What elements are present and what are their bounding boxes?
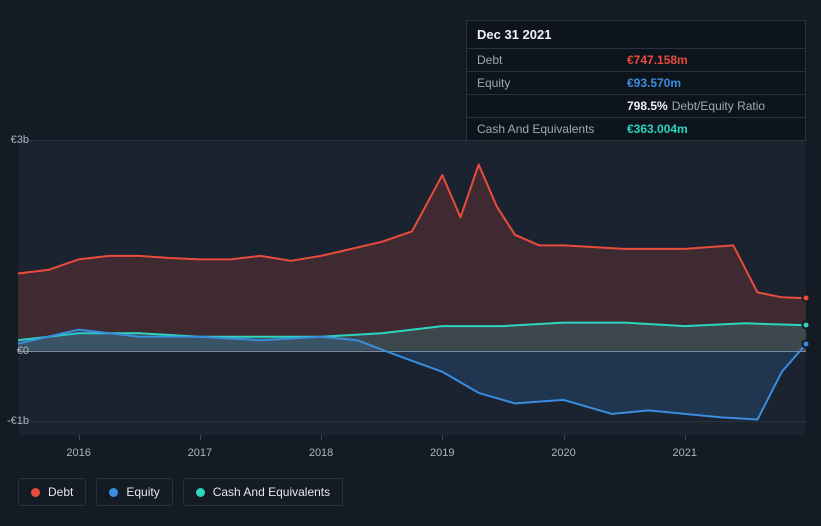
end-marker-cash xyxy=(802,321,811,330)
chart-tooltip: Dec 31 2021 Debt €747.158m Equity €93.57… xyxy=(466,20,806,141)
x-axis-label: 2017 xyxy=(188,447,212,459)
series-area-debt xyxy=(18,165,806,351)
legend-item-debt[interactable]: Debt xyxy=(18,478,86,506)
y-axis-label: €3b xyxy=(0,134,29,146)
end-marker-debt xyxy=(802,294,811,303)
x-axis-label: 2018 xyxy=(309,447,333,459)
legend-item-equity[interactable]: Equity xyxy=(96,478,172,506)
chart-legend: Debt Equity Cash And Equivalents xyxy=(18,478,343,506)
x-axis-tick xyxy=(200,435,201,440)
tooltip-ratio-label: Debt/Equity Ratio xyxy=(672,99,765,113)
tooltip-label: Debt xyxy=(477,53,627,67)
legend-label: Debt xyxy=(48,485,73,499)
tooltip-label: Cash And Equivalents xyxy=(477,122,627,136)
debt-equity-chart: €3b €0 -€1b 2016 2017 2018 2019 2020 2021 Dec 3… xyxy=(0,0,821,526)
chart-series xyxy=(18,140,806,435)
tooltip-row-equity: Equity €93.570m xyxy=(467,71,805,94)
x-axis-tick xyxy=(79,435,80,440)
tooltip-value: €93.570m xyxy=(627,76,681,90)
x-axis-tick xyxy=(442,435,443,440)
x-axis-label: 2016 xyxy=(66,447,90,459)
legend-label: Equity xyxy=(126,485,159,499)
legend-label: Cash And Equivalents xyxy=(213,485,330,499)
end-marker-equity xyxy=(802,340,811,349)
tooltip-ratio-value: 798.5% xyxy=(627,99,668,113)
x-axis-tick xyxy=(685,435,686,440)
tooltip-row-ratio: 798.5% Debt/Equity Ratio xyxy=(467,94,805,117)
tooltip-label xyxy=(477,99,627,113)
x-axis-label: 2019 xyxy=(430,447,454,459)
x-axis-label: 2020 xyxy=(551,447,575,459)
legend-item-cash[interactable]: Cash And Equivalents xyxy=(183,478,343,506)
tooltip-row-cash: Cash And Equivalents €363.004m xyxy=(467,117,805,140)
y-axis-label: -€1b xyxy=(0,415,29,427)
tooltip-value: €747.158m xyxy=(627,53,688,67)
tooltip-label: Equity xyxy=(477,76,627,90)
tooltip-date: Dec 31 2021 xyxy=(467,21,805,48)
x-axis-tick xyxy=(321,435,322,440)
x-axis-label: 2021 xyxy=(673,447,697,459)
x-axis-tick xyxy=(564,435,565,440)
legend-swatch xyxy=(109,488,118,497)
tooltip-value: €363.004m xyxy=(627,122,688,136)
legend-swatch xyxy=(196,488,205,497)
tooltip-row-debt: Debt €747.158m xyxy=(467,48,805,71)
y-axis-label: €0 xyxy=(0,345,29,357)
legend-swatch xyxy=(31,488,40,497)
